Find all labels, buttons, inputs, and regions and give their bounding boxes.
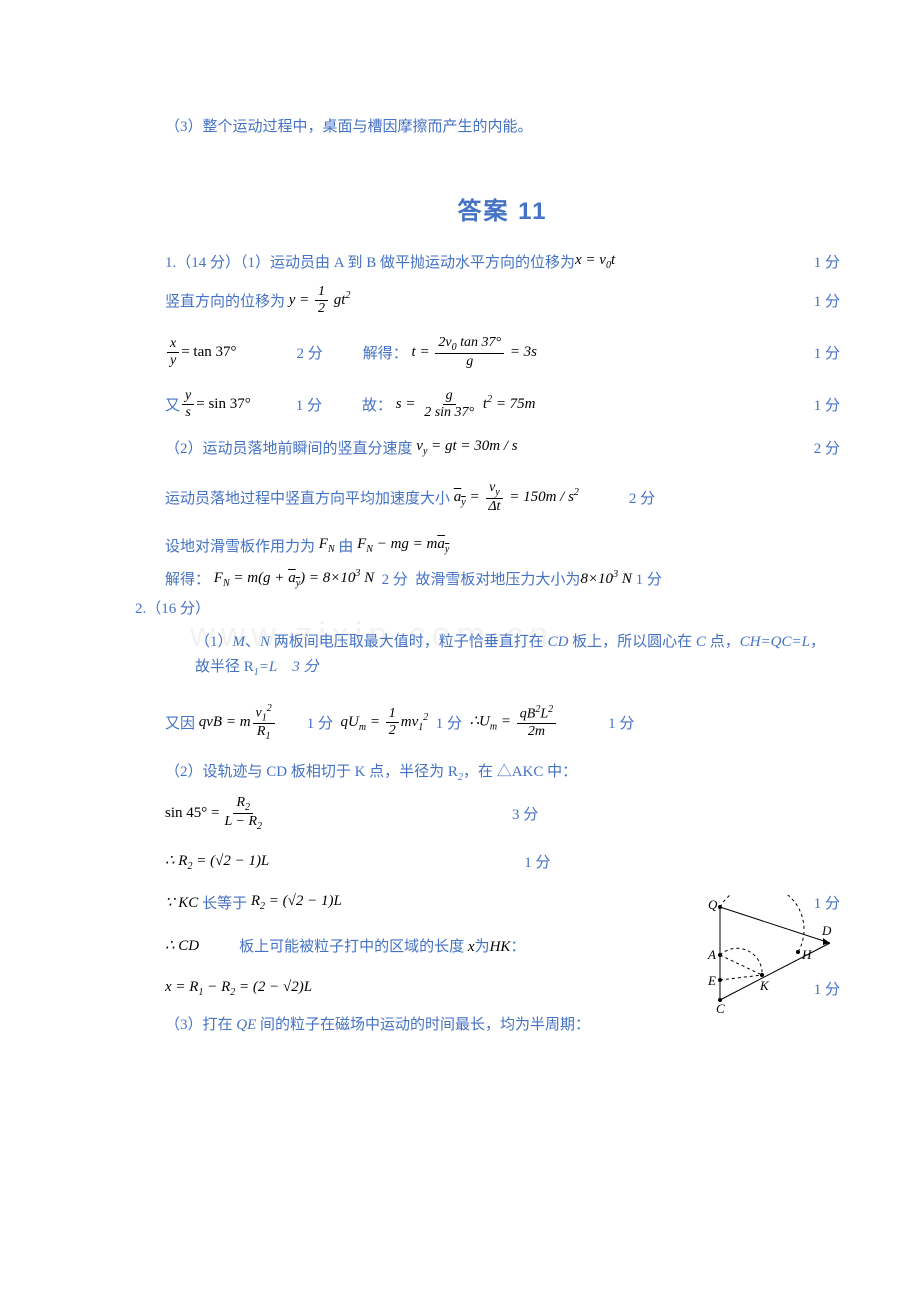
q1-l3-mid-score: 2 分 — [297, 342, 323, 363]
q1-l8: 解得： FN = m(g + ay) = 8×103 N 2 分 故滑雪板对地压… — [165, 568, 840, 589]
q1-l1: 1.（14 分）（1）运动员由 A 到 B 做平抛运动水平方向的位移为 x = … — [165, 251, 840, 272]
q1-l1-eq: x = v0t — [575, 252, 615, 271]
q1-l6-text: 运动员落地过程中竖直方向平均加速度大小 — [165, 487, 450, 508]
q1-l2-eq: y = 12 gt2 — [285, 284, 350, 317]
q2-l3-eq2: qUm = 12mv12 — [333, 706, 428, 739]
q1-l3-rhs: t = 2v0 tan 37°g = 3s — [408, 335, 537, 370]
q1-l1-text: 1.（14 分）（1）运动员由 A 到 B 做平抛运动水平方向的位移为 — [165, 251, 575, 272]
q1-l3-eq: = tan 37° — [181, 344, 236, 361]
q2-l1: （1）M、N 两板间电压取最大值时，粒子恰垂直打在 CD 板上，所以圆心在 C … — [195, 630, 840, 651]
q2-l7-text: 长等于 — [202, 892, 247, 913]
q2-l3-s1: 1 分 — [307, 712, 333, 733]
q2-l7-kc: ∵ KC — [165, 893, 202, 912]
q1-l5: （2）运动员落地前瞬间的竖直分速度 vy = gt = 30m / s 2 分 — [165, 437, 840, 458]
q1-l7: 设地对滑雪板作用力为 FN 由 FN − mg = may — [165, 535, 840, 556]
q1-l6-eq: ay = vyΔt = 150m / s2 — [450, 480, 579, 515]
q1-l5-text: （2）运动员落地前瞬间的竖直分速度 — [165, 437, 413, 458]
q1-l3: xy = tan 37° 2 分 解得： t = 2v0 tan 37°g = … — [165, 335, 840, 370]
q1-l4-frac: ys — [182, 388, 194, 421]
q1-l3-score: 1 分 — [814, 342, 840, 363]
q1-l2: 竖直方向的位移为 y = 12 gt2 1 分 — [165, 284, 840, 317]
q2-l3-s2: 1 分 — [428, 712, 462, 733]
q1-l4-eq: = sin 37° — [196, 396, 250, 413]
q1-l2-text: 竖直方向的位移为 — [165, 290, 285, 311]
q2-l3-pre: 又因 — [165, 712, 195, 733]
q1-l4-score: 1 分 — [814, 394, 840, 415]
label-e: E — [707, 973, 716, 988]
q1-l7-text: 设地对滑雪板作用力为 — [165, 535, 315, 556]
q1-l5-score: 2 分 — [814, 437, 840, 458]
q1-l7-eq: FN − mg = may — [353, 536, 449, 555]
physics-diagram: Q D A H E K C — [680, 895, 835, 1020]
q2-l1-text: （1）M、N 两板间电压取最大值时，粒子恰垂直打在 CD 板上，所以圆心在 C … — [195, 630, 825, 651]
q2-head: 2.（16 分） — [135, 597, 840, 618]
q1-l4-rhs: s = g2 sin 37° t2 = 75m — [392, 388, 536, 421]
label-q: Q — [708, 897, 718, 912]
answer-title: 答案 11 — [165, 191, 840, 226]
q2-l5: sin 45° = R2L − R2 3 分 — [165, 795, 840, 832]
q2-l8-text: 板上可能被粒子打中的区域的长度 x为HK： — [239, 935, 525, 956]
q1-l4-pre: 又 — [165, 394, 180, 415]
q1-l8-score: 1 分 — [636, 568, 662, 589]
label-d: D — [821, 923, 832, 938]
q1-l3-lhs: xy — [167, 336, 179, 369]
q1-l4-mid-score: 1 分 — [296, 394, 322, 415]
label-a: A — [707, 947, 716, 962]
q2-l3-eq3: ∴Um = qB2L22m — [462, 704, 558, 740]
q1-l3-solve: 解得： — [363, 342, 408, 363]
q1-l1-score: 1 分 — [814, 251, 840, 272]
q3-text: （3）整个运动过程中，桌面与槽因摩擦而产生的内能。 — [165, 115, 533, 136]
q2-l7-eq: R2 = (√2 − 1)L — [247, 893, 342, 912]
q1-l6: 运动员落地过程中竖直方向平均加速度大小 ay = vyΔt = 150m / s… — [165, 480, 840, 515]
q2-l8-cd: ∴ CD — [165, 936, 199, 955]
q1-l8-pre: 解得： — [165, 568, 210, 589]
q2-l6: ∴ R2 = (√2 − 1)L 1 分 — [165, 851, 840, 872]
q2-l6-score: 1 分 — [524, 851, 550, 872]
q2-l5-score: 3 分 — [512, 803, 538, 824]
label-c: C — [716, 1001, 725, 1016]
q2-l2-text: 故半径 R1=L 3 分 — [195, 655, 319, 678]
q2-l6-eq: ∴ R2 = (√2 − 1)L — [165, 851, 269, 872]
q2-l4: （2）设轨迹与 CD 板相切于 K 点，半径为 R2，在 △AKC 中： — [165, 760, 840, 783]
q2-l3-eq1: qvB = mv12R1 — [195, 703, 277, 742]
q1-l2-score: 1 分 — [814, 290, 840, 311]
q2-l5-frac: R2L − R2 — [221, 795, 265, 832]
q1-l8-mid: 2 分 — [374, 568, 415, 589]
q1-l7-fn: FN — [315, 536, 338, 555]
q2-l2: 故半径 R1=L 3 分 — [195, 655, 840, 678]
label-h: H — [801, 947, 812, 962]
q2-l4-text: （2）设轨迹与 CD 板相切于 K 点，半径为 R2，在 △AKC 中： — [165, 760, 577, 783]
q2-l3: 又因 qvB = mv12R1 1 分 qUm = 12mv12 1 分 ∴Um… — [165, 703, 840, 742]
q2-head-text: 2.（16 分） — [135, 597, 210, 618]
q2-l5-lhs: sin 45° = — [165, 805, 219, 822]
q2-l10-text: （3）打在 QE 间的粒子在磁场中运动的时间最长，均为半周期： — [165, 1013, 590, 1034]
q1-l4: 又 ys = sin 37° 1 分 故： s = g2 sin 37° t2 … — [165, 388, 840, 421]
q2-l9-eq: x = R1 − R2 = (2 − √2)L — [165, 979, 312, 998]
q1-l8-eq: FN = m(g + ay) = 8×103 N — [210, 568, 374, 589]
q3-line: （3）整个运动过程中，桌面与槽因摩擦而产生的内能。 — [165, 115, 840, 136]
q1-l8-text2: 故滑雪板对地压力大小为 — [415, 568, 580, 589]
q1-l8-eq2: 8×103 N — [580, 569, 635, 588]
q1-l7-by: 由 — [338, 535, 353, 556]
q1-l4-solve: 故： — [362, 394, 392, 415]
q1-l6-score: 2 分 — [629, 487, 655, 508]
q2-l3-score: 1 分 — [608, 712, 634, 733]
q1-l5-eq: vy = gt = 30m / s — [413, 438, 518, 457]
label-k: K — [759, 978, 770, 993]
